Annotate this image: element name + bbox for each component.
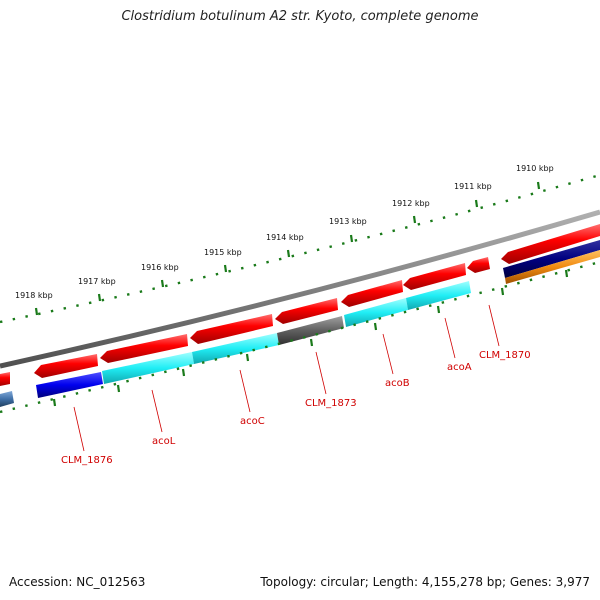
major-tick: [245, 353, 250, 362]
forward-cds-track: [0, 224, 600, 386]
cds-arrow: [0, 372, 10, 386]
cog-block-cyan: [344, 298, 408, 327]
major-tick: [309, 338, 314, 347]
major-tick: [349, 234, 354, 243]
major-tick: [500, 287, 505, 296]
kbp-label-1915: 1915 kbp: [204, 248, 242, 257]
major-tick: [536, 181, 541, 190]
gene-label-acob: acoB: [385, 378, 410, 389]
leader-line: [444, 317, 456, 359]
major-tick: [52, 398, 57, 407]
major-tick: [34, 307, 39, 316]
leader-line: [73, 406, 85, 452]
major-tick: [160, 279, 165, 288]
outer-major-ticks: [34, 181, 541, 316]
gene-label-clm1870: CLM_1870: [479, 350, 531, 361]
cog-block-gray: [277, 316, 344, 345]
cds-arrow: [190, 314, 273, 344]
cds-arrow: [34, 354, 98, 378]
gene-label-clm1876: CLM_1876: [61, 455, 113, 466]
major-tick: [116, 384, 121, 393]
cds-arrow: [341, 280, 403, 307]
cds-arrow: [467, 257, 490, 273]
cds-arrow: [403, 263, 466, 290]
cds-arrow: [501, 224, 600, 264]
kbp-label-1912: 1912 kbp: [392, 199, 430, 208]
cog-block-cyan: [192, 333, 279, 364]
cog-block-blue: [36, 372, 103, 398]
map-title: Clostridium botulinum A2 str. Kyoto, com…: [121, 9, 479, 24]
kbp-label-1918: 1918 kbp: [15, 291, 53, 300]
major-tick: [373, 322, 378, 331]
kbp-label-1913: 1913 kbp: [329, 217, 367, 226]
kbp-tick-labels: 1910 kbp 1911 kbp 1912 kbp 1913 kbp 1914…: [15, 164, 554, 300]
leader-line: [488, 304, 500, 347]
topology-text: Topology: circular; Length: 4,155,278 bp…: [260, 575, 590, 589]
gene-label-acoa: acoA: [447, 362, 472, 373]
cog-block-cyan: [406, 281, 471, 310]
cog-track: [0, 240, 600, 407]
outer-scale-ring: [0, 173, 600, 324]
kbp-label-1914: 1914 kbp: [266, 233, 304, 242]
leader-line: [239, 369, 251, 413]
kbp-label-1917: 1917 kbp: [78, 277, 116, 286]
major-tick: [97, 293, 102, 302]
major-tick: [474, 199, 479, 208]
genome-backbone: [0, 209, 600, 369]
cds-arrow: [275, 298, 338, 324]
leader-line: [151, 389, 163, 433]
cog-block-cyan: [102, 352, 194, 384]
major-tick: [412, 215, 417, 224]
cog-block-navy: [503, 240, 600, 278]
gene-leader-lines: [73, 304, 500, 452]
major-tick: [286, 249, 291, 258]
cog-block-steel: [0, 391, 14, 407]
cds-arrow: [100, 334, 188, 363]
cog-block-orange: [505, 250, 600, 284]
leader-line: [382, 333, 394, 375]
accession-text: Accession: NC_012563: [9, 575, 146, 589]
kbp-label-1910: 1910 kbp: [516, 164, 554, 173]
major-tick: [564, 269, 569, 278]
gene-label-acoc: acoC: [240, 416, 265, 427]
major-tick: [223, 264, 228, 273]
gene-label-clm1873: CLM_1873: [305, 398, 357, 409]
major-tick: [436, 305, 441, 314]
inner-major-ticks: [52, 269, 569, 407]
kbp-label-1916: 1916 kbp: [141, 263, 179, 272]
major-tick: [181, 368, 186, 377]
kbp-label-1911: 1911 kbp: [454, 182, 492, 191]
gene-label-acol: acoL: [152, 436, 176, 447]
leader-line: [315, 351, 327, 395]
gene-labels: CLM_1876 acoL acoC CLM_1873 acoB acoA CL…: [61, 350, 531, 466]
